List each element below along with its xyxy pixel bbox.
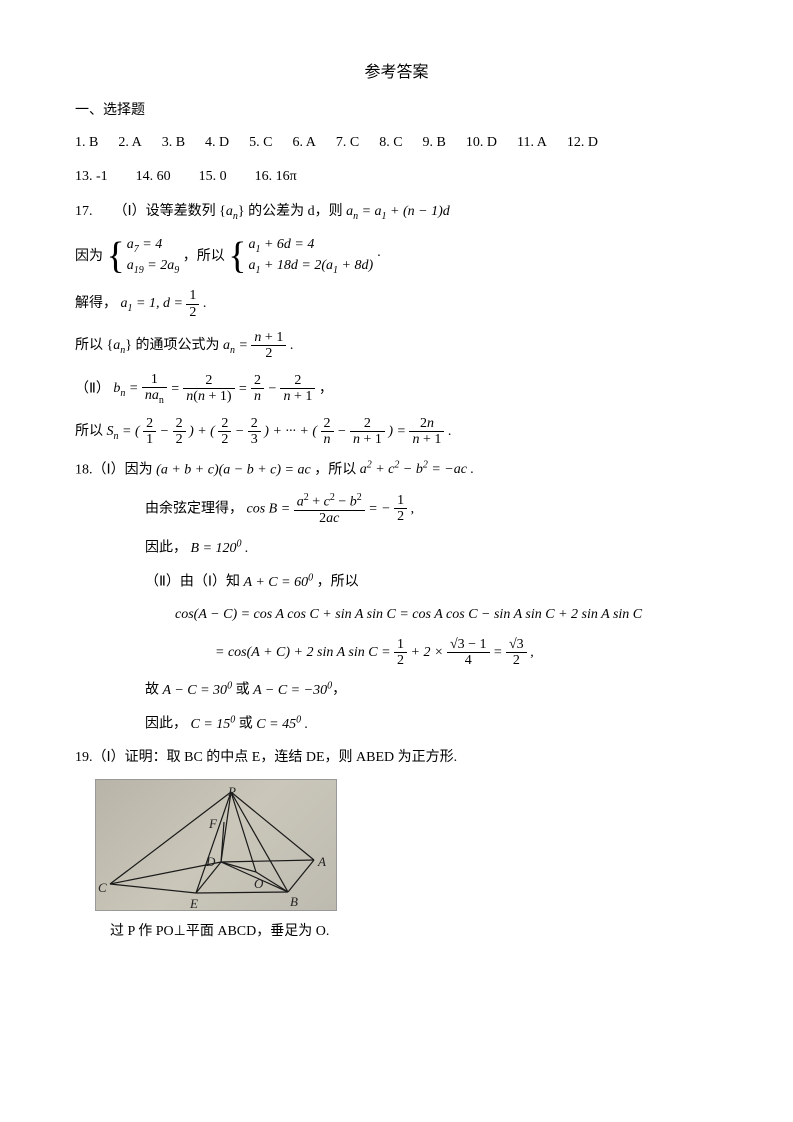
text: （Ⅱ） bbox=[75, 381, 110, 396]
text: 因此， bbox=[145, 541, 187, 556]
text: 18.（Ⅰ）因为 bbox=[75, 462, 156, 477]
text: · bbox=[377, 249, 382, 264]
text: ，所以 bbox=[314, 462, 360, 477]
q17-system: 因为 { a7 = 4 a19 = 2a9 ，所以 { a1 + 6d = 4 … bbox=[75, 235, 718, 279]
mc-answer: 2. A bbox=[118, 135, 141, 150]
q18-final: 因此， C = 150 或 C = 450 . bbox=[75, 712, 718, 736]
mc-answer: 3. B bbox=[162, 135, 185, 150]
q19-lead: 19.（Ⅰ）证明：取 BC 的中点 E，连结 DE，则 ABED 为正方形. bbox=[75, 747, 718, 769]
figure-label: C bbox=[98, 878, 107, 899]
mc-answer: 9. B bbox=[423, 135, 446, 150]
text: } 的公差为 d，则 bbox=[238, 204, 346, 219]
text: 17. （Ⅰ）设等差数列 { bbox=[75, 204, 226, 219]
fill-in-answers: 13. -1 14. 60 15. 0 16. 16π bbox=[75, 166, 718, 188]
q19-tail: 过 P 作 PO⊥平面 ABCD，垂足为 O. bbox=[75, 921, 718, 943]
q17-solve: 解得， a1 = 1, d = 12 . bbox=[75, 288, 718, 320]
mc-answer: 12. D bbox=[567, 135, 598, 150]
text: 或 bbox=[236, 683, 254, 698]
brace-system-1: { a7 = 4 a19 = 2a9 bbox=[107, 235, 180, 279]
text: 因此， bbox=[145, 717, 187, 732]
text: } 的通项公式为 bbox=[125, 338, 223, 353]
text: 由余弦定理得， bbox=[145, 501, 243, 516]
figure-label: E bbox=[190, 894, 198, 915]
mc-answer: 7. C bbox=[336, 135, 359, 150]
q19-figure: PFDOABEC bbox=[95, 779, 337, 911]
q18-part1: 18.（Ⅰ）因为 (a + b + c)(a − b + c) = ac ，所以… bbox=[75, 458, 718, 482]
text: 因为 bbox=[75, 249, 103, 264]
mc-answer: 1. B bbox=[75, 135, 98, 150]
mc-answer: 5. C bbox=[249, 135, 272, 150]
q18-therefore-B: 因此， B = 1200 . bbox=[75, 536, 718, 560]
q19-figure-svg bbox=[96, 780, 336, 910]
mc-answer: 11. A bbox=[517, 135, 547, 150]
page-title: 参考答案 bbox=[75, 60, 718, 86]
text: 或 bbox=[239, 717, 257, 732]
q18-expansion2: = cos(A + C) + 2 sin A sin C = 12 + 2 × … bbox=[75, 637, 718, 669]
section-heading: 一、选择题 bbox=[75, 100, 718, 122]
figure-label: F bbox=[209, 814, 217, 835]
text: 所以 bbox=[75, 424, 107, 439]
text: （Ⅱ）由（Ⅰ）知 bbox=[145, 575, 244, 590]
text: 所以 { bbox=[75, 338, 113, 353]
text: ，所以 bbox=[183, 249, 225, 264]
q17-part2-sum: 所以 Sn = ( 21 − 22 ) + ( 22 − 23 ) + ··· … bbox=[75, 416, 718, 448]
text: 解得， bbox=[75, 296, 117, 311]
mc-answer: 10. D bbox=[466, 135, 497, 150]
q17-part1-lead: 17. （Ⅰ）设等差数列 {an} 的公差为 d，则 an = a1 + (n … bbox=[75, 201, 718, 225]
text: 故 bbox=[145, 683, 163, 698]
figure-label: A bbox=[318, 852, 326, 873]
mc-answer: 8. C bbox=[379, 135, 402, 150]
mc-answer: 6. A bbox=[293, 135, 316, 150]
q17-general-term: 所以 {an} 的通项公式为 an = n + 12 . bbox=[75, 330, 718, 362]
figure-label: P bbox=[228, 782, 236, 803]
brace-system-2: { a1 + 6d = 4 a1 + 18d = 2(a1 + 8d) bbox=[228, 235, 373, 279]
multiple-choice-answers: 1. B 2. A 3. B 4. D 5. C 6. A 7. C 8. C 9. B 10. … bbox=[75, 132, 718, 154]
q17-part2-bn: （Ⅱ） bn = 1nan = 2n(n + 1) = 2n − 2n + 1 … bbox=[75, 372, 718, 406]
figure-label: B bbox=[290, 892, 298, 913]
q18-cosine-rule: 由余弦定理得， cos B = a2 + c2 − b22ac = − 12 , bbox=[75, 492, 718, 526]
formula: an = a1 + (n − 1)d bbox=[346, 204, 450, 219]
text: ，所以 bbox=[317, 575, 359, 590]
figure-label: D bbox=[206, 852, 215, 873]
q18-so-ac: 故 A − C = 300 或 A − C = −300， bbox=[75, 678, 718, 702]
q18-expansion: cos(A − C) = cos A cos C + sin A sin C =… bbox=[75, 604, 718, 626]
page: 参考答案 一、选择题 1. B 2. A 3. B 4. D 5. C 6. A 7. C 8… bbox=[0, 0, 793, 1122]
mc-answer: 4. D bbox=[205, 135, 229, 150]
figure-label: O bbox=[254, 874, 263, 895]
q18-part2-lead: （Ⅱ）由（Ⅰ）知 A + C = 600 ，所以 bbox=[75, 570, 718, 594]
